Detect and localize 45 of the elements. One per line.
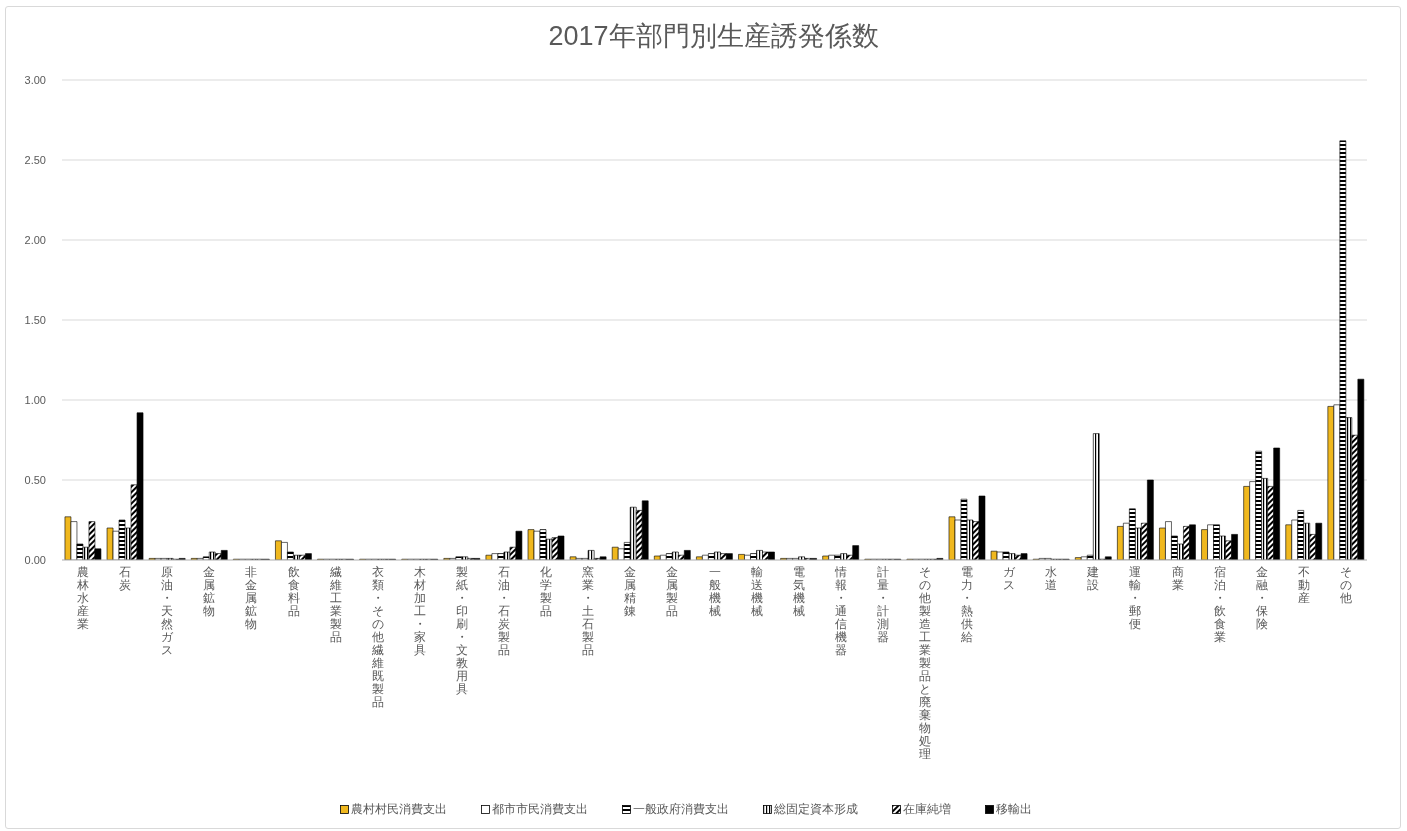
x-tick-label: その他 [1339,565,1352,605]
legend-label: 都市市民消費支出 [491,800,588,818]
y-tick-label: 1.50 [24,313,46,326]
x-tick-label: ガス [1003,565,1017,592]
legend-label: 農村村民消費支出 [350,800,447,818]
x-tick-label: 木材加工・家具 [412,565,426,657]
legend-label: 総固定資本形成 [773,800,858,818]
y-tick-label: 0.00 [24,553,46,566]
x-tick-label: 農林水産業 [76,565,90,631]
x-tick-label: 石炭 [119,565,132,592]
x-tick-label: 飲食料品 [287,565,300,618]
x-tick-label: 電力・熱供給 [960,565,974,644]
category-label: その他製造工業製品と廃棄物処理 [918,565,931,761]
x-tick-label: 輸送機械 [750,565,763,618]
y-tick-label: 2.50 [24,153,46,166]
y-tick-label: 2.00 [24,233,46,246]
category-label: 衣類・その他繊維既製品 [371,565,384,709]
x-tick-label: 商業 [1171,565,1184,592]
x-tick-label: 建設 [1086,565,1100,592]
legend-label: 在庫純増 [902,800,951,818]
legend-label: 一般政府消費支出 [632,800,729,818]
x-tick-label: 水道 [1045,565,1058,592]
legend-label: 移輸出 [995,800,1032,818]
y-tick-label: 0.50 [24,473,46,486]
x-tick-label: 石油・石炭製品 [498,565,511,657]
category-label: 製紙・印刷・文教用具 [455,565,468,696]
x-tick-label: 化学製品 [540,565,553,618]
x-tick-label: 金属鉱物 [203,565,216,618]
x-tick-label: 不動産 [1297,565,1310,605]
x-tick-label: 原油・天然ガス [161,565,175,657]
x-tick-label: 金融・保険 [1255,565,1268,631]
x-tick-label: 情報・通信機器 [833,565,847,657]
x-tick-label: 窯業・土石製品 [582,565,595,657]
x-tick-label: 金属精錬 [624,565,637,618]
x-tick-label: 電気機械 [792,565,805,618]
x-tick-label: 金属製品 [666,565,679,618]
x-tick-label: 宿泊・飲食業 [1213,565,1226,644]
x-tick-label: 非金属鉱物 [245,565,258,631]
y-tick-label: 1.00 [24,393,46,406]
y-tick-label: 3.00 [24,73,46,86]
x-tick-label: 一般機械 [708,565,721,618]
x-tick-label: 運輸・郵便 [1129,565,1142,631]
x-tick-label: 計量・計測器 [876,565,889,644]
chart-title: 2017年部門別生産誘発係数 [547,20,880,53]
x-tick-label: 繊維工業製品 [328,565,342,644]
